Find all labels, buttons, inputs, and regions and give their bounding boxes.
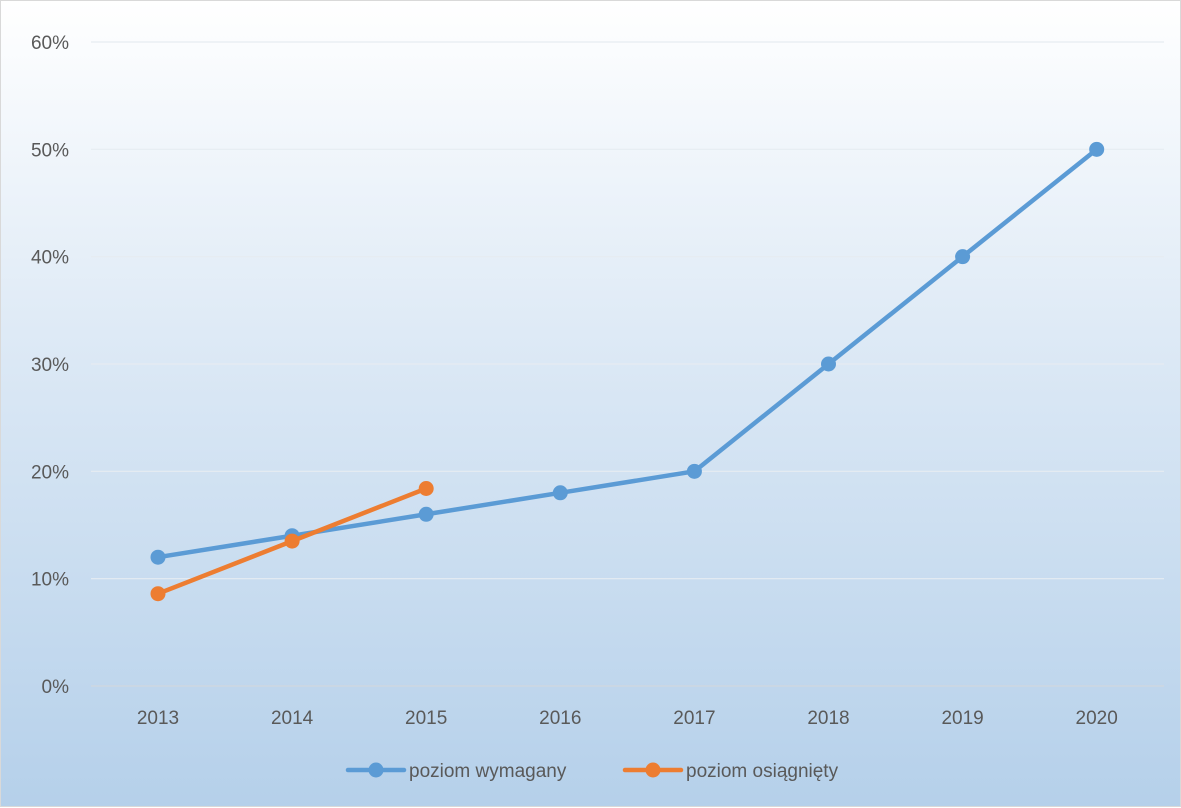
data-point — [418, 481, 434, 497]
series-poziom-wymagany — [150, 141, 1105, 565]
series-lines — [150, 141, 1105, 602]
legend-label: poziom osiągnięty — [686, 761, 839, 782]
series-line — [155, 147, 1099, 560]
x-tick-label: 2014 — [271, 708, 314, 729]
x-tick-label: 2016 — [539, 708, 581, 729]
legend: poziom wymagany poziom osiągnięty — [345, 761, 839, 782]
y-axis-tick-labels: 0% 10% 20% 30% 40% 50% 60% — [31, 33, 69, 698]
data-point — [955, 249, 971, 265]
legend-swatch-marker — [645, 762, 661, 778]
legend-item: poziom osiągnięty — [622, 761, 839, 782]
data-point — [1089, 141, 1105, 157]
data-point — [821, 356, 836, 372]
data-point — [150, 586, 166, 602]
data-point — [552, 485, 568, 501]
y-tick-label: 50% — [31, 140, 69, 161]
y-tick-label: 20% — [31, 462, 69, 483]
x-tick-label: 2015 — [405, 708, 447, 729]
data-point — [418, 506, 434, 522]
x-tick-label: 2019 — [941, 708, 983, 729]
x-tick-label: 2013 — [137, 708, 179, 729]
gridlines — [91, 41, 1164, 687]
data-point — [284, 533, 300, 549]
x-tick-label: 2018 — [807, 708, 849, 729]
y-tick-label: 40% — [31, 248, 69, 269]
y-tick-label: 0% — [42, 677, 70, 698]
data-point — [686, 463, 702, 479]
y-tick-label: 30% — [31, 355, 69, 376]
data-point — [150, 549, 166, 565]
legend-label: poziom wymagany — [409, 761, 567, 782]
legend-item: poziom wymagany — [345, 761, 567, 782]
series-poziom-osiągnięty — [150, 481, 434, 602]
x-tick-label: 2017 — [673, 708, 715, 729]
x-tick-label: 2020 — [1076, 708, 1118, 729]
x-axis-tick-labels: 2013 2014 2015 2016 2017 2018 2019 2020 — [137, 708, 1118, 729]
legend-swatch-marker — [368, 762, 384, 778]
y-tick-label: 10% — [31, 570, 69, 591]
y-tick-label: 60% — [31, 33, 69, 54]
